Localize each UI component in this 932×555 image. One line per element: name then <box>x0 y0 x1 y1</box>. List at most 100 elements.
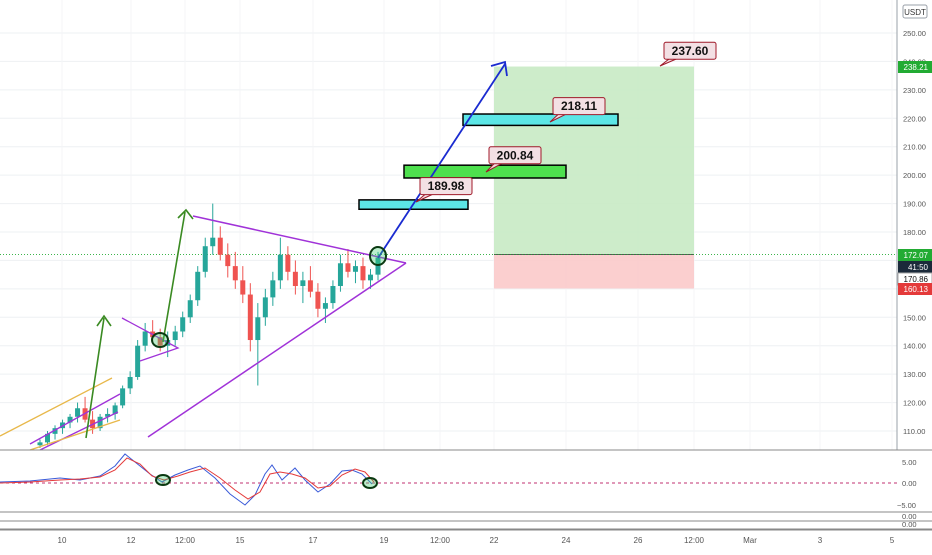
candlestick-series <box>37 203 381 449</box>
time-tick-label: 19 <box>380 536 389 545</box>
svg-text:0.00: 0.00 <box>902 512 917 521</box>
loss-zone[interactable] <box>494 254 694 289</box>
green-arrow-2-head <box>177 208 194 220</box>
currency-label: USDT <box>904 8 926 17</box>
candle-body <box>360 266 366 281</box>
candle-body <box>270 280 276 298</box>
target-label-text: 218.11 <box>561 99 597 113</box>
target-label[interactable]: 200.84 <box>485 146 542 173</box>
time-tick-label: 12:00 <box>430 536 451 545</box>
candle-body <box>202 246 208 272</box>
candle-body <box>330 286 336 304</box>
time-tick-label: 12 <box>127 536 136 545</box>
target-label-text: 189.98 <box>428 179 465 193</box>
candle-body <box>292 271 298 287</box>
candle-body <box>322 303 328 309</box>
price-tick-label: 180.00 <box>903 228 926 237</box>
price-badge-label: 238.21 <box>904 63 929 72</box>
green-arrow-2[interactable] <box>162 211 186 343</box>
svg-text:0.00: 0.00 <box>902 520 917 529</box>
price-tick-label: 150.00 <box>903 313 926 322</box>
candle-body <box>195 271 201 301</box>
price-tick-label: 190.00 <box>903 200 926 209</box>
price-badge-label: 170.86 <box>904 275 929 284</box>
candle-body <box>112 405 118 414</box>
flag-pennant[interactable] <box>121 317 180 362</box>
candle-body <box>285 254 291 272</box>
time-tick-label: Mar <box>743 536 757 545</box>
green-arrow-1[interactable] <box>85 317 105 439</box>
target-labels[interactable]: 237.60 218.11 200.84 189.98 <box>415 41 717 203</box>
blue-arrow-head <box>490 60 508 77</box>
time-tick-label: 5 <box>890 536 895 545</box>
price-tick-label: 120.00 <box>903 399 926 408</box>
oscillator-marker-1[interactable] <box>155 474 171 486</box>
candle-body <box>367 274 373 281</box>
candle-body <box>135 345 141 377</box>
candle-body <box>67 416 73 423</box>
candle-body <box>337 263 343 287</box>
channel-upper-line[interactable] <box>29 393 121 445</box>
time-tick-label: 12:00 <box>175 536 196 545</box>
candle-body <box>232 266 238 281</box>
blue-arrow[interactable] <box>377 63 506 259</box>
candle-body <box>375 257 381 275</box>
candle-body <box>352 266 358 272</box>
candle-body <box>157 337 163 346</box>
candle-body <box>262 297 268 318</box>
price-badge-label: 172.07 <box>904 251 929 260</box>
price-tick-label: 200.00 <box>903 171 926 180</box>
marker-ellipse-1[interactable] <box>151 332 169 348</box>
currency-badge[interactable]: USDT <box>902 4 928 19</box>
time-tick-label: 10 <box>58 536 67 545</box>
drawings[interactable] <box>0 60 508 451</box>
svg-text:−5.00: −5.00 <box>897 501 916 510</box>
time-axis[interactable]: 10 12 12:00 15 17 19 12:00 22 24 26 12:00 Mar 3 5 <box>58 536 895 545</box>
oscillator-pane <box>0 449 932 530</box>
time-tick-label: 3 <box>818 536 823 545</box>
outer-channel-lower[interactable] <box>29 419 121 451</box>
candle-body <box>172 331 178 341</box>
price-tick-label: 140.00 <box>903 342 926 351</box>
oscillator-marker-2[interactable] <box>362 477 378 489</box>
time-tick-label: 22 <box>490 536 499 545</box>
candle-body <box>307 280 313 292</box>
triangle-lower-line[interactable] <box>147 262 407 438</box>
candle-body <box>187 300 193 318</box>
candle-body <box>300 280 306 287</box>
price-tick-label: 210.00 <box>903 143 926 152</box>
price-badge <box>898 261 932 273</box>
target-label[interactable]: 237.60 <box>659 41 717 67</box>
time-tick-label: 12:00 <box>684 536 705 545</box>
candle-body <box>97 416 103 429</box>
target-label[interactable]: 189.98 <box>415 177 473 203</box>
target-zone[interactable] <box>403 164 567 179</box>
oscillator-red-line <box>0 457 375 500</box>
price-badge <box>898 61 932 73</box>
candle-body <box>142 331 148 346</box>
price-tick-label: 130.00 <box>903 370 926 379</box>
candle-body <box>277 254 283 281</box>
price-badge <box>898 283 932 295</box>
time-tick-label: 26 <box>634 536 643 545</box>
candle-body <box>52 428 58 434</box>
price-badge <box>898 249 932 261</box>
channel-lower-line[interactable] <box>39 411 119 451</box>
candle-body <box>345 263 351 272</box>
target-zone[interactable] <box>462 113 619 127</box>
candle-body <box>105 413 111 417</box>
svg-text:0.00: 0.00 <box>902 479 917 488</box>
candle-body <box>37 442 43 446</box>
price-tick-label: 110.00 <box>903 427 925 436</box>
oscillator-axis: 5.00 0.00 −5.00 0.00 0.00 <box>897 458 917 529</box>
target-label[interactable]: 218.11 <box>549 97 606 123</box>
price-tick-label: 220.00 <box>903 114 926 123</box>
marker-ellipse-2[interactable] <box>369 246 387 266</box>
candle-body <box>45 433 51 443</box>
candle-body <box>120 388 126 406</box>
candle-body <box>180 317 186 332</box>
time-tick-label: 17 <box>309 536 318 545</box>
